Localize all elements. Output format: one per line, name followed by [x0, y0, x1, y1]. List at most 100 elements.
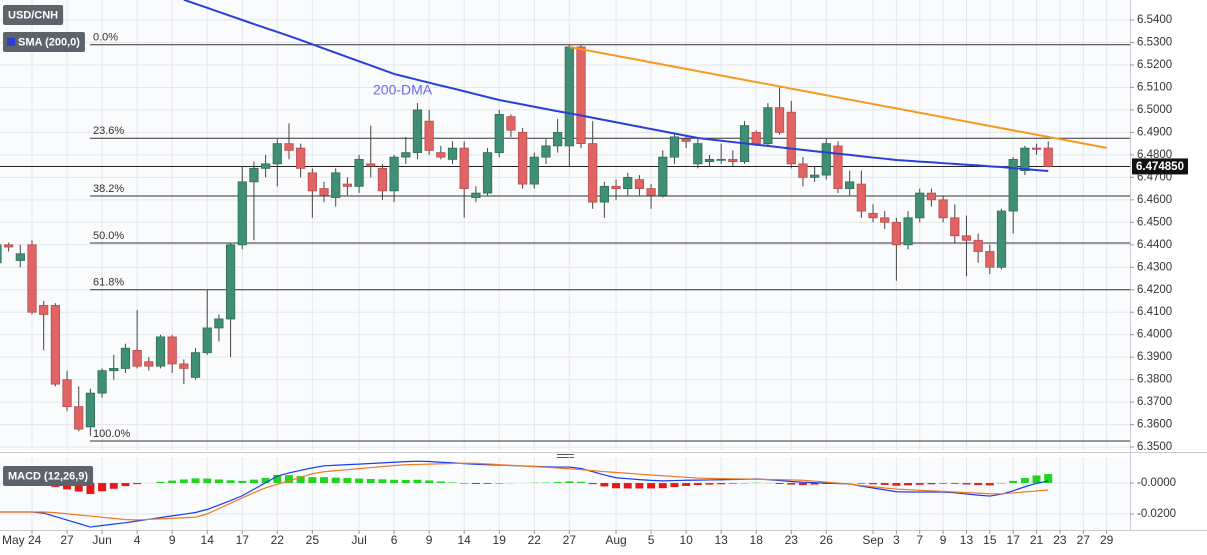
histogram-bar — [378, 479, 387, 484]
histogram-bar — [693, 483, 702, 486]
candle-body — [658, 156, 668, 196]
histogram-bar — [355, 478, 364, 484]
candle-body — [786, 111, 796, 165]
candle-body — [354, 158, 364, 187]
y-tick-label: 6.3600 — [1137, 419, 1172, 431]
candle-body — [623, 176, 633, 189]
histogram-bar — [927, 483, 936, 485]
y-tick-label: 6.4600 — [1137, 194, 1172, 206]
y-tick-label: 6.4400 — [1137, 239, 1172, 251]
x-tick-label: 4 — [134, 533, 141, 547]
candle-body — [319, 188, 329, 196]
candle-body — [517, 131, 528, 185]
x-tick-label: Jun — [92, 533, 111, 547]
legend-box: SMA (200,0) — [3, 32, 85, 52]
macd-line — [0, 462, 1049, 521]
candle-body — [950, 217, 960, 237]
histogram-bar — [366, 479, 375, 484]
annotation: 200-DMA — [373, 82, 433, 98]
candle-body — [961, 235, 972, 241]
candle-body — [401, 152, 411, 158]
histogram-bar — [717, 483, 726, 485]
histogram-bar — [1009, 480, 1018, 484]
x-tick-label: 27 — [1077, 533, 1091, 547]
histogram-bar — [798, 483, 807, 486]
histogram-bar — [121, 483, 130, 487]
histogram-bar — [915, 483, 924, 485]
histogram-bar — [670, 483, 679, 488]
y-tick-label: 6.5200 — [1137, 59, 1172, 71]
histogram-bar — [308, 477, 317, 484]
histogram-bar — [892, 483, 901, 486]
candle-body — [155, 336, 166, 367]
legend-box-bg — [3, 466, 94, 486]
x-tick-label: 25 — [306, 533, 320, 547]
histogram-bar — [249, 479, 258, 484]
y-tick-label: 6.4800 — [1137, 149, 1172, 161]
candle-body — [0, 244, 2, 264]
y-tick-label: 6.4200 — [1137, 284, 1172, 296]
histogram-bar — [939, 483, 948, 484]
histogram-bar — [191, 478, 200, 484]
fib-label: 61.8% — [93, 277, 124, 289]
histogram-bar — [600, 483, 609, 487]
histogram-bar — [390, 479, 399, 484]
candle-body — [821, 143, 831, 176]
fib-label: 23.6% — [93, 125, 124, 137]
candle-body — [132, 350, 142, 367]
histogram-bar — [156, 481, 165, 484]
candle-body — [342, 183, 352, 187]
histogram-bar — [168, 480, 177, 484]
candle-body — [27, 244, 37, 313]
histogram-bar — [413, 479, 422, 484]
x-tick-label: 7 — [916, 533, 923, 547]
histogram-bar — [810, 483, 819, 485]
x-tick-label: 22 — [528, 533, 542, 547]
candle-body — [588, 143, 598, 203]
histogram-bar — [179, 479, 188, 484]
candle-body — [611, 185, 621, 189]
x-tick-label: 18 — [750, 533, 764, 547]
candle-body — [1020, 147, 1030, 172]
candle-body — [307, 172, 317, 192]
candle-body — [50, 305, 60, 385]
candle-body — [506, 116, 516, 131]
candle-body — [39, 305, 49, 315]
y-tick-label: 6.3800 — [1137, 374, 1172, 386]
histogram-bar — [320, 477, 328, 484]
y-tick-label: 6.3500 — [1137, 441, 1172, 453]
histogram-bar — [880, 483, 889, 485]
x-tick-label: 9 — [426, 533, 433, 547]
histogram-bar — [1044, 474, 1053, 484]
legend-box-bg — [3, 5, 64, 25]
histogram-bar — [904, 483, 913, 486]
legend-box: USD/CNH — [3, 5, 64, 25]
histogram-bar — [974, 483, 983, 486]
candle-body — [810, 174, 820, 178]
y-tick-label: 6.5400 — [1137, 14, 1172, 26]
candle-body — [167, 336, 177, 365]
histogram-bar — [612, 483, 621, 489]
y-tick-label: 6.5000 — [1137, 104, 1172, 116]
candle-body — [938, 199, 948, 219]
candle-body — [763, 107, 773, 145]
y-tick-label: 6.4000 — [1137, 329, 1172, 341]
y-tick-label: 6.4100 — [1137, 306, 1172, 318]
last-price-label: 6.474850 — [1136, 161, 1184, 173]
candle-body — [366, 163, 376, 167]
candle-body — [798, 163, 808, 178]
candle-body — [97, 370, 107, 394]
candle-body — [447, 147, 458, 160]
histogram-bar — [226, 480, 235, 484]
candle-body — [728, 158, 738, 163]
histogram-bar — [273, 474, 282, 484]
fib-label: 0.0% — [93, 32, 118, 44]
histogram-bar — [98, 483, 107, 492]
candle-body — [424, 120, 434, 151]
y-tick-label: 6.4500 — [1137, 216, 1172, 228]
histogram-bar — [1032, 475, 1041, 484]
histogram-bar — [728, 483, 737, 484]
candle-body — [634, 179, 645, 189]
x-tick-label: 27 — [563, 533, 577, 547]
